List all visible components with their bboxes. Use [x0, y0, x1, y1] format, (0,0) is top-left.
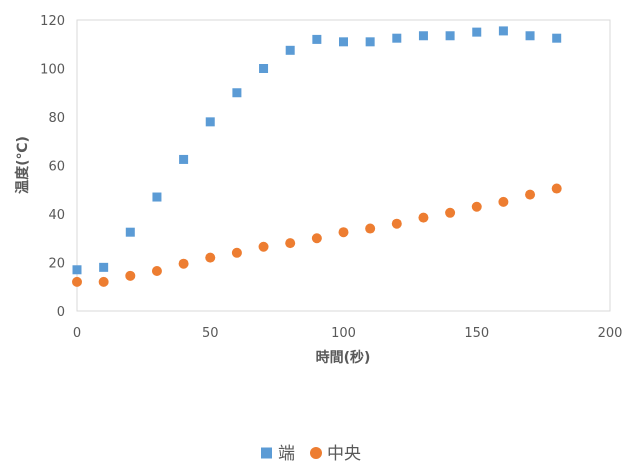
legend-marker-circle — [310, 447, 322, 459]
series-1-point — [311, 233, 322, 244]
legend-marker-square — [261, 447, 272, 459]
series-1-point — [365, 223, 376, 234]
series-0-point — [72, 265, 82, 275]
series-0-point — [418, 31, 428, 41]
legend-label: 中央 — [327, 444, 361, 464]
x-tick-label: 150 — [464, 326, 489, 341]
series-0-point — [179, 154, 189, 164]
y-tick-label: 40 — [48, 208, 65, 223]
series-0-point — [259, 64, 269, 73]
series-0-point — [472, 27, 482, 37]
series-1-point — [418, 212, 429, 223]
x-tick-label: 50 — [202, 326, 219, 341]
legend-label: 端 — [278, 444, 295, 464]
series-1-point — [445, 207, 456, 218]
series-0-point — [205, 117, 215, 127]
series-1-point — [258, 241, 269, 252]
series-0-point — [525, 31, 535, 41]
series-1-point — [525, 189, 536, 200]
series-1-point — [178, 258, 189, 269]
series-1-point — [498, 196, 509, 207]
series-0-point — [445, 31, 455, 41]
series-0-point — [99, 262, 109, 272]
y-tick-label: 60 — [48, 160, 65, 175]
series-0-point — [392, 33, 402, 43]
y-axis-title: 温度(℃) — [14, 136, 31, 194]
x-axis-ticks: 0 50 100 150 200 — [73, 326, 623, 341]
series-0-point — [365, 37, 375, 47]
y-axis-ticks: 0 20 40 60 80 100 120 — [40, 14, 65, 320]
series-1-point — [391, 218, 402, 229]
x-tick-label: 0 — [73, 326, 81, 341]
series-0-point — [152, 192, 162, 202]
x-tick-label: 100 — [331, 326, 356, 341]
data-points — [72, 26, 562, 287]
series-1-point — [72, 276, 82, 287]
series-0-point — [552, 33, 562, 43]
x-tick-label: 200 — [598, 326, 623, 341]
y-tick-label: 0 — [57, 305, 65, 320]
y-tick-label: 80 — [48, 111, 65, 126]
series-1-point — [98, 276, 109, 287]
series-1-point — [151, 265, 162, 276]
series-1-point — [338, 227, 349, 238]
legend: 端 中央 — [261, 444, 361, 464]
plot-area — [76, 19, 611, 312]
y-tick-label: 120 — [40, 14, 65, 29]
series-0-point — [339, 37, 348, 47]
series-1-point — [471, 201, 482, 212]
series-0-point — [125, 227, 135, 237]
y-tick-label: 20 — [48, 257, 65, 272]
series-1-point — [231, 247, 242, 258]
y-tick-label: 100 — [40, 63, 65, 78]
series-1-point — [551, 183, 562, 194]
series-0-point — [498, 26, 508, 36]
series-1-point — [285, 238, 296, 249]
series-1-point — [205, 252, 216, 263]
series-0-point — [312, 34, 322, 44]
x-axis-title: 時間(秒) — [316, 349, 371, 366]
series-0-point — [232, 88, 242, 98]
series-0-point — [285, 45, 295, 55]
series-1-point — [125, 270, 136, 281]
